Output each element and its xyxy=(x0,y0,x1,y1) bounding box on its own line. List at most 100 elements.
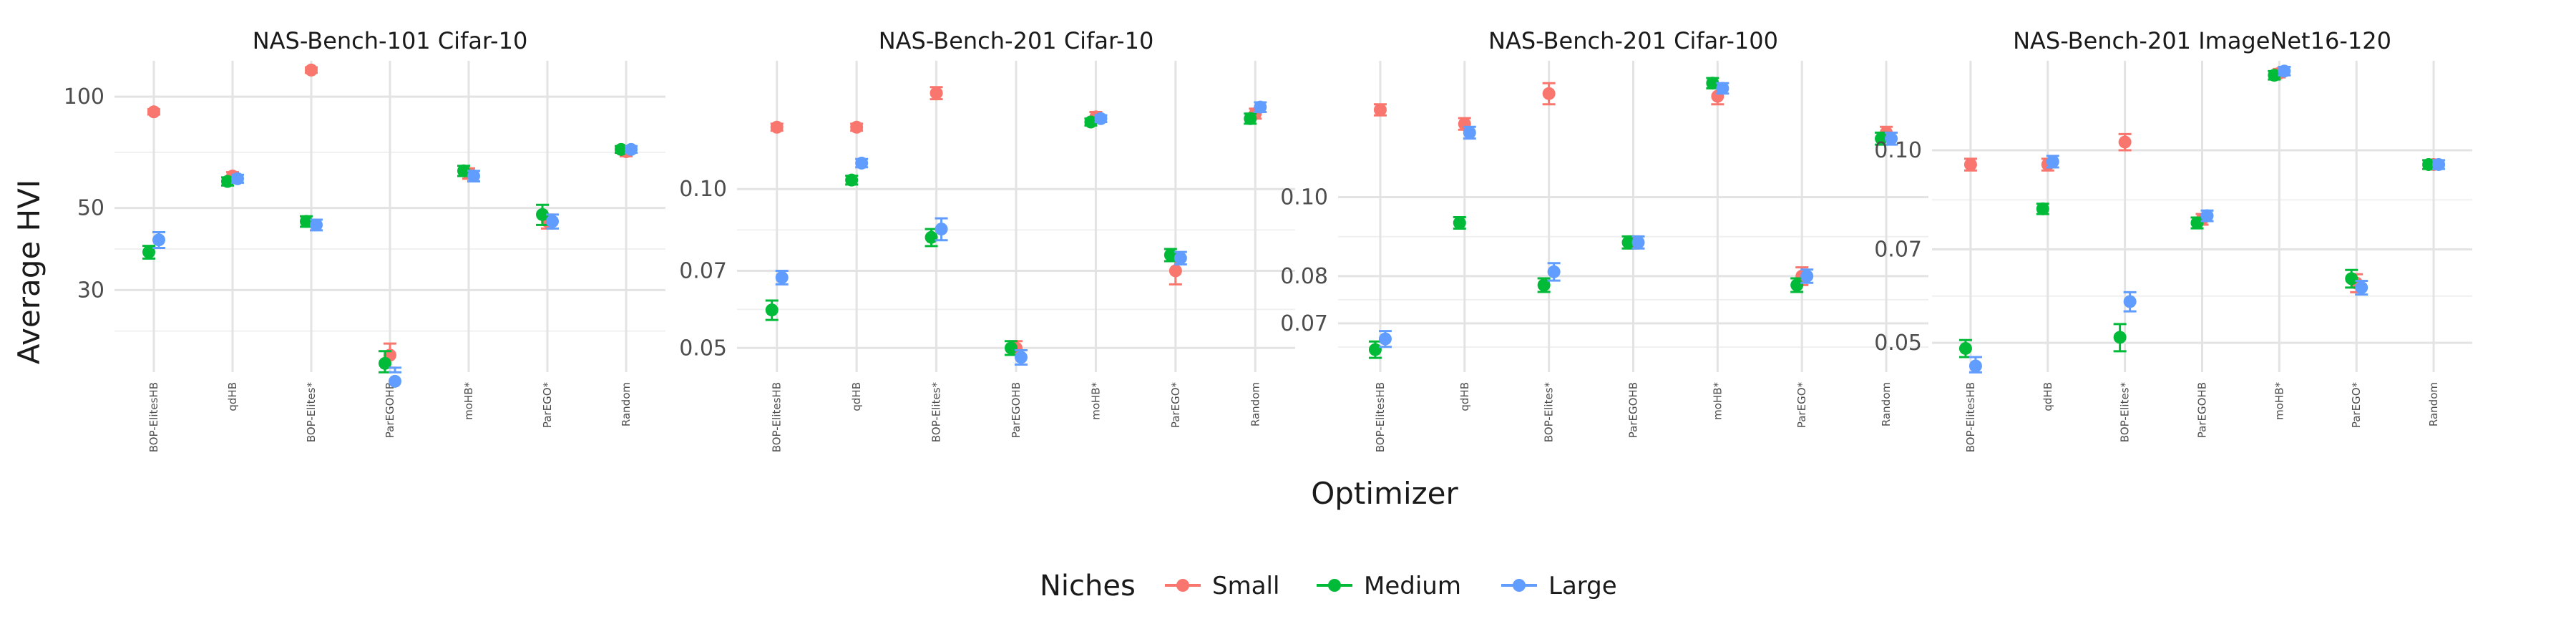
data-point-large xyxy=(1174,251,1187,265)
x-tick-label: Random xyxy=(1880,382,1893,426)
data-point-medium xyxy=(142,245,155,259)
y-tick-label: 100 xyxy=(64,84,104,109)
data-point-small xyxy=(1542,87,1556,100)
data-point-medium xyxy=(300,215,313,228)
x-tick-label: qdHB xyxy=(226,382,239,411)
panel-title: NAS-Bench-201 ImageNet16-120 xyxy=(2013,27,2391,54)
data-point-large xyxy=(625,142,638,156)
panel-title: NAS-Bench-201 Cifar-100 xyxy=(1488,27,1778,54)
data-point-medium xyxy=(1453,216,1466,230)
data-point-medium xyxy=(1875,132,1888,145)
x-tick-label: BOP-ElitesHB xyxy=(1374,382,1387,452)
data-point-medium xyxy=(221,175,234,188)
x-tick-label: ParEGO* xyxy=(2350,382,2363,429)
data-point-medium xyxy=(1706,77,1719,90)
x-tick-label: ParEGO* xyxy=(1169,382,1182,429)
data-point-medium xyxy=(845,173,859,187)
data-point-large xyxy=(2123,295,2137,308)
panels: 30 50 100 BOP-ElitesHB qdHB BOP-Elites* ParEGO… xyxy=(64,27,2472,452)
x-tick-label: moHB* xyxy=(462,382,475,420)
data-point-medium xyxy=(1244,112,1257,125)
data-point-medium xyxy=(1790,278,1804,292)
legend-label: Large xyxy=(1548,572,1617,600)
data-point-large xyxy=(775,270,789,284)
x-tick-label: BOP-Elites* xyxy=(1543,382,1556,443)
data-point-large xyxy=(1378,332,1392,346)
data-point-small xyxy=(850,120,864,134)
y-tick-label: 0.08 xyxy=(1280,264,1328,289)
x-tick-label: BOP-ElitesHB xyxy=(1964,382,1977,452)
data-point-large xyxy=(1716,82,1729,95)
data-point-large xyxy=(855,156,869,170)
y-tick-label: 30 xyxy=(77,278,104,303)
data-point-large xyxy=(2278,64,2291,78)
data-point-medium xyxy=(536,208,549,221)
data-point-small xyxy=(305,63,318,77)
legend-key-point xyxy=(1176,579,1189,592)
x-tick-label: qdHB xyxy=(2041,382,2054,411)
data-point-large xyxy=(1885,132,1898,145)
y-tick-label: 0.10 xyxy=(1280,185,1328,210)
panel-title: NAS-Bench-101 Cifar-10 xyxy=(253,27,528,54)
legend-label: Medium xyxy=(1364,572,1461,600)
legend-label: Small xyxy=(1212,572,1279,600)
data-point-medium xyxy=(2190,216,2204,230)
y-axis-label: Average HVI xyxy=(11,180,47,365)
x-tick-label: qdHB xyxy=(1458,382,1471,411)
x-tick-label: ParEGOHB xyxy=(384,382,396,438)
y-tick-label: 0.07 xyxy=(1280,311,1328,336)
data-point-large xyxy=(152,233,165,247)
data-point-medium xyxy=(1084,115,1098,129)
data-point-medium xyxy=(2036,202,2049,215)
x-tick-label: moHB* xyxy=(1711,382,1724,420)
data-point-large xyxy=(231,172,244,185)
data-point-small xyxy=(2118,135,2132,149)
data-point-medium xyxy=(924,230,938,244)
y-tick-label: 0.07 xyxy=(1874,237,1922,262)
x-tick-label: moHB* xyxy=(2273,382,2285,420)
x-tick-label: ParEGOHB xyxy=(2196,382,2209,438)
data-point-medium xyxy=(1621,235,1635,249)
x-tick-label: BOP-Elites* xyxy=(2119,382,2132,443)
x-tick-label: Random xyxy=(1249,382,1262,426)
data-point-large xyxy=(467,170,480,183)
data-point-large xyxy=(1800,269,1814,283)
legend-title: Niches xyxy=(1040,570,1136,602)
panel-title: NAS-Bench-201 Cifar-10 xyxy=(879,27,1154,54)
panel-3: 0.07 0.08 0.10 BOP-ElitesHB qdHB BOP-Elites* P… xyxy=(1280,27,1928,452)
x-tick-label: ParEGOHB xyxy=(1627,382,1640,438)
panel-2: 0.05 0.07 0.10 BOP-ElitesHB qdHB BOP-Elites* P… xyxy=(679,27,1295,452)
data-point-large xyxy=(1254,100,1267,114)
data-point-medium xyxy=(2268,69,2281,82)
data-point-medium xyxy=(1368,343,1382,356)
x-axis-label: Optimizer xyxy=(1311,476,1458,511)
y-tick-label: 0.07 xyxy=(679,258,727,283)
y-tick-label: 0.10 xyxy=(679,177,727,202)
x-tick-label: moHB* xyxy=(1089,382,1102,420)
data-point-medium xyxy=(1163,248,1177,262)
legend-key-point xyxy=(1328,579,1341,592)
data-point-medium xyxy=(2345,272,2358,286)
data-point-small xyxy=(1373,103,1387,117)
data-point-large xyxy=(1547,265,1561,278)
x-tick-label: Random xyxy=(2427,382,2440,426)
data-point-small xyxy=(1963,157,1977,171)
legend-item-small: Small xyxy=(1165,572,1279,600)
panel-1: 30 50 100 BOP-ElitesHB qdHB BOP-Elites* ParEGO… xyxy=(64,27,665,452)
data-point-large xyxy=(389,374,401,388)
data-point-large xyxy=(2046,155,2059,168)
x-tick-label: Random xyxy=(620,382,633,426)
data-point-medium xyxy=(765,303,779,317)
panel-4: 0.05 0.07 0.10 BOP-ElitesHB qdHB BOP-Elites* P… xyxy=(1874,27,2472,452)
data-point-small xyxy=(1169,264,1182,278)
x-tick-label: BOP-Elites* xyxy=(930,382,943,443)
x-tick-label: BOP-ElitesHB xyxy=(771,382,784,452)
data-point-large xyxy=(2355,280,2368,294)
data-point-large xyxy=(546,215,559,228)
data-point-medium xyxy=(457,164,470,177)
data-point-large xyxy=(310,218,323,232)
x-tick-label: ParEGOHB xyxy=(1010,382,1023,438)
data-point-medium xyxy=(1005,341,1018,355)
data-point-medium xyxy=(1958,341,1972,355)
data-point-large xyxy=(1631,235,1645,249)
